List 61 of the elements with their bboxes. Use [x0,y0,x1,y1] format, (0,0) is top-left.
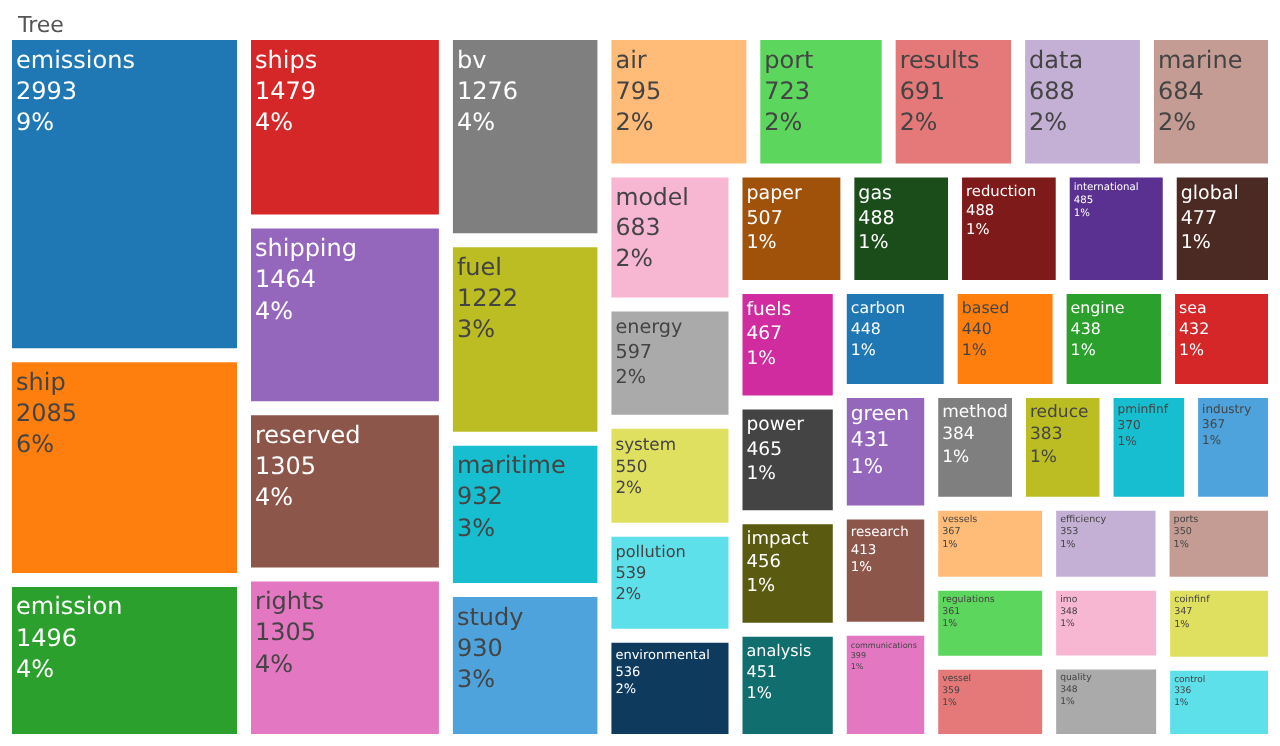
data-label: 477 1% [1180,207,1218,255]
category-label: bv [456,45,487,74]
data-label: 383 1% [1030,425,1063,468]
category-label: reserved [255,420,361,449]
data-label: 691 2% [899,76,946,136]
data-label: 465 1% [746,438,783,485]
data-label: 451 1% [746,662,778,702]
data-label: 1496 4% [16,623,78,683]
data-label: 550 2% [615,455,648,498]
data-label: 723 2% [764,76,811,136]
category-label: pollution [615,541,686,562]
data-label: 488 1% [858,207,895,255]
data-label: 1276 4% [456,76,518,136]
category-label: gas [858,182,893,205]
category-label: system [615,433,676,454]
text: Tree [16,12,65,38]
data-label: 932 3% [456,482,503,542]
category-label: paper [746,182,802,205]
data-label: 539 2% [615,562,647,604]
data-label: 1305 4% [255,618,317,678]
category-label: green [850,404,910,427]
data-label: 795 2% [615,76,662,136]
category-label: ship [16,367,66,396]
data-label: 431 1% [850,430,890,479]
category-label: fuels [746,299,792,322]
category-label: power [746,414,805,437]
category-label: shipping [255,234,357,263]
data-label: 1464 4% [255,265,317,325]
category-label: rights [255,587,324,616]
data-label: 683 2% [615,213,661,272]
category-label: results [899,45,980,74]
data-label: 688 2% [1029,76,1075,136]
category-label: air [615,45,647,74]
data-label: 597 2% [615,342,653,390]
category-label: marine [1157,45,1243,74]
data-label: 930 3% [456,633,503,693]
data-label: 1479 4% [255,76,317,136]
data-label: 1222 3% [456,284,518,344]
data-label: 467 1% [746,323,783,370]
category-label: fuel [456,252,502,281]
category-label: port [764,45,815,74]
category-label: model [615,182,689,211]
data-label: 2085 6% [16,399,78,459]
category-label: study [456,602,524,631]
data-label: 384 1% [942,425,975,468]
category-label: energy [615,317,683,340]
category-label: maritime [456,451,566,480]
data-label: 2993 9% [16,76,78,136]
category-label: data [1029,45,1084,74]
data-label: 507 1% [746,207,783,255]
category-label: method [942,403,1008,424]
data-label: 456 1% [746,553,782,597]
category-label: global [1180,182,1239,205]
category-label: emissions [16,45,135,74]
data-label: 684 2% [1157,76,1204,136]
category-label: reduce [1030,403,1089,424]
category-label: ships [255,45,318,74]
data-label: 1305 4% [255,452,317,512]
category-label: impact [746,529,810,550]
category-label: analysis [746,642,812,661]
category-label: emission [16,592,123,621]
